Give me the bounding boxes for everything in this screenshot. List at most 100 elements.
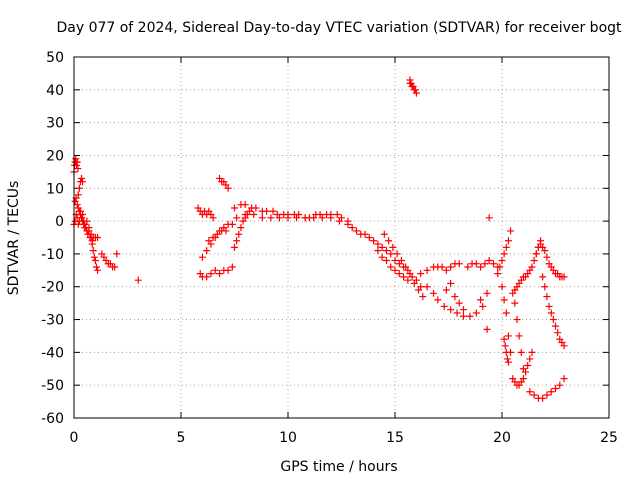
data-point xyxy=(453,309,461,317)
series-morning-low xyxy=(196,263,236,281)
data-point xyxy=(547,309,555,317)
data-point xyxy=(528,348,536,356)
data-point xyxy=(539,273,547,281)
data-point xyxy=(406,270,414,278)
data-point xyxy=(541,247,549,255)
data-point xyxy=(549,316,557,324)
data-point xyxy=(447,306,455,314)
y-tick-label: -20 xyxy=(41,280,64,296)
y-tick-label: -30 xyxy=(41,313,64,329)
data-point xyxy=(241,201,249,209)
data-point xyxy=(380,230,388,238)
data-point xyxy=(524,361,532,369)
data-point xyxy=(500,296,508,304)
data-point xyxy=(402,263,410,271)
data-point xyxy=(530,256,538,264)
data-point xyxy=(556,381,564,389)
data-point xyxy=(209,234,217,241)
data-point xyxy=(387,250,395,258)
data-point xyxy=(269,207,277,215)
data-point xyxy=(94,234,102,241)
data-point xyxy=(504,332,512,340)
data-point xyxy=(455,299,463,307)
data-point xyxy=(543,253,551,261)
data-point xyxy=(111,263,119,271)
y-tick-label: -60 xyxy=(41,411,64,427)
data-point xyxy=(79,178,87,186)
series-loop-inner xyxy=(442,279,491,314)
x-axis-ticks: 0 5 10 15 20 25 xyxy=(70,57,618,446)
data-point xyxy=(500,250,508,258)
data-point xyxy=(205,237,213,245)
data-point xyxy=(344,220,352,228)
data-point xyxy=(412,89,420,97)
series-bottom-54 xyxy=(526,375,568,402)
data-point xyxy=(440,302,448,310)
data-point xyxy=(447,263,455,271)
data-point xyxy=(406,76,414,84)
series-spike-20 xyxy=(500,335,512,366)
series-morning-mid xyxy=(205,227,230,245)
data-point xyxy=(543,391,551,399)
data-point xyxy=(228,263,236,271)
data-point xyxy=(393,250,401,258)
data-point xyxy=(79,211,87,219)
data-point xyxy=(496,263,504,271)
data-point xyxy=(395,270,403,278)
data-point xyxy=(498,283,506,291)
x-tick-label: 20 xyxy=(493,430,511,446)
data-point xyxy=(423,266,431,274)
data-point xyxy=(498,256,506,264)
series-peak-21-8 xyxy=(532,240,568,281)
data-point xyxy=(233,214,241,222)
data-point xyxy=(560,273,568,281)
data-point xyxy=(263,207,271,215)
data-point xyxy=(73,201,81,209)
data-point xyxy=(228,220,236,228)
y-tick-label: 50 xyxy=(46,50,64,66)
data-point xyxy=(233,237,241,245)
data-point xyxy=(513,316,521,324)
data-point xyxy=(207,270,215,278)
data-point xyxy=(464,263,472,271)
x-tick-label: 10 xyxy=(279,430,297,446)
data-point xyxy=(483,325,491,333)
data-point xyxy=(539,394,547,402)
data-point xyxy=(352,227,360,235)
series-fall-21 xyxy=(511,299,527,373)
y-tick-label: 10 xyxy=(46,181,64,197)
data-point xyxy=(275,214,283,222)
data-point xyxy=(528,263,536,271)
data-point xyxy=(430,289,438,297)
data-point xyxy=(74,165,82,173)
data-point xyxy=(502,243,510,251)
data-point xyxy=(382,256,390,264)
data-point xyxy=(134,276,142,284)
data-point xyxy=(466,312,474,320)
series-isolated xyxy=(134,79,493,333)
data-point xyxy=(502,309,510,317)
series-early-rise xyxy=(74,174,87,199)
data-point xyxy=(87,234,95,241)
data-point xyxy=(419,293,427,301)
data-point xyxy=(519,365,527,373)
data-point xyxy=(554,329,562,337)
data-point xyxy=(293,214,301,222)
data-point xyxy=(258,214,266,222)
data-point xyxy=(385,237,393,245)
series-steep-descent xyxy=(380,230,427,301)
data-point xyxy=(267,214,275,222)
chart-title: Day 077 of 2024, Sidereal Day-to-day VTE… xyxy=(56,20,622,36)
data-point xyxy=(411,86,419,94)
data-point xyxy=(494,270,502,278)
data-point xyxy=(400,273,408,281)
data-point xyxy=(477,263,485,271)
data-point xyxy=(231,204,238,212)
x-tick-label: 25 xyxy=(600,430,618,446)
data-point xyxy=(389,243,397,251)
series-morning-rise xyxy=(198,220,236,261)
data-point xyxy=(543,293,551,301)
series-mid-descent xyxy=(374,247,412,284)
data-point xyxy=(235,230,243,238)
